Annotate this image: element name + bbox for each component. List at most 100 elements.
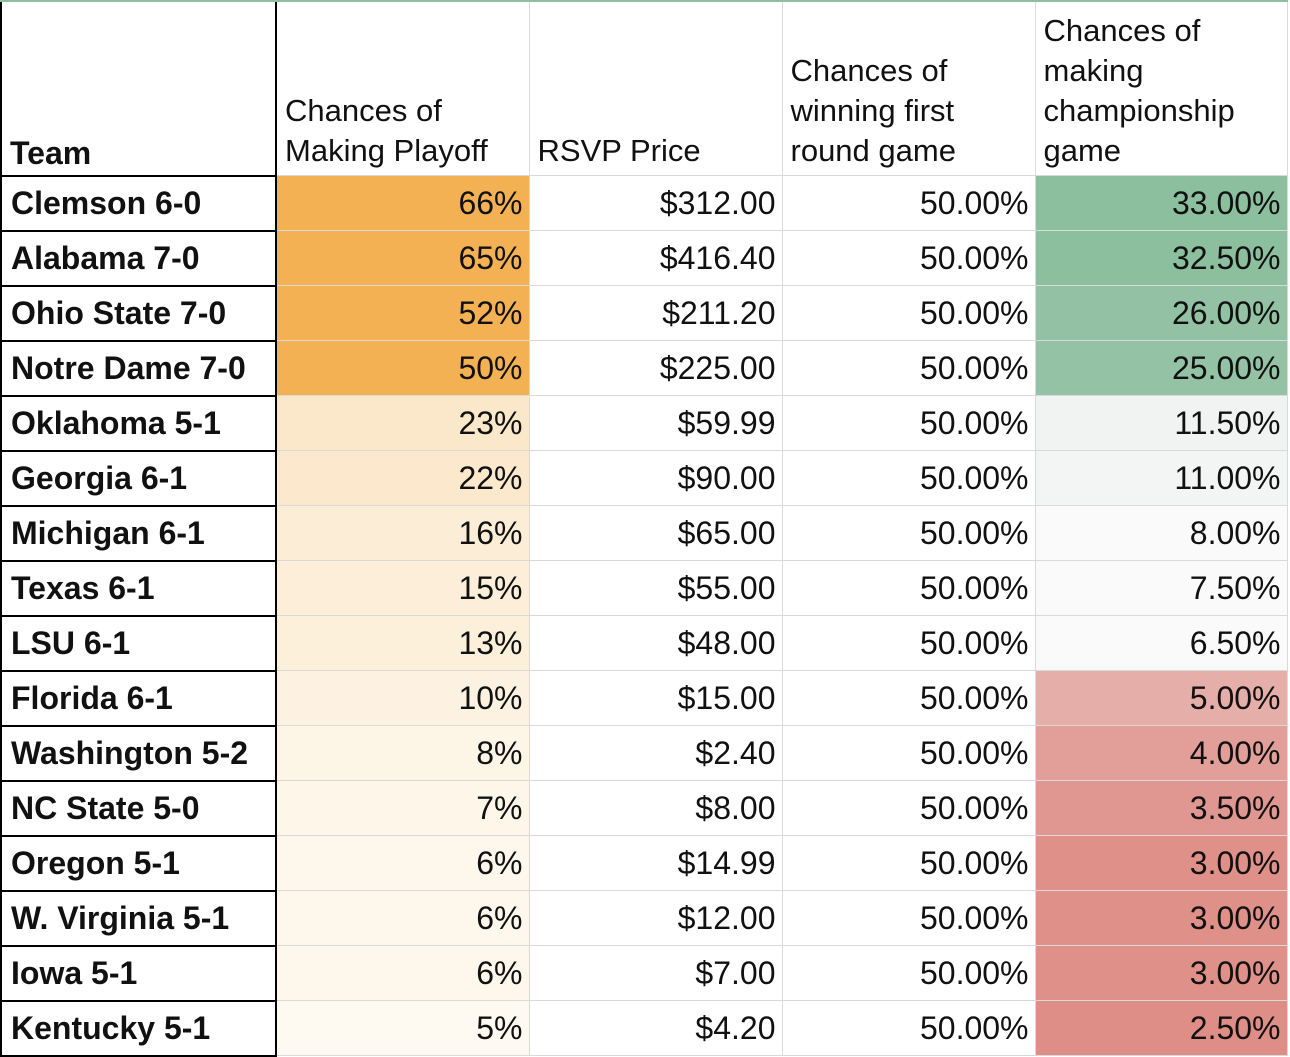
first-round-chance-cell[interactable]: 50.00%	[781, 505, 1036, 561]
playoff-chance-cell[interactable]: 16%	[275, 505, 530, 561]
playoff-chance-cell[interactable]: 6%	[275, 890, 530, 946]
table-row: NC State 5-0 7% $8.00 50.00% 3.50%	[0, 780, 1288, 837]
championship-chance-cell[interactable]: 11.50%	[1034, 395, 1288, 451]
team-cell[interactable]: Clemson 6-0	[0, 175, 277, 232]
team-cell[interactable]: Oklahoma 5-1	[0, 395, 277, 452]
rsvp-price-cell[interactable]: $4.20	[528, 1000, 783, 1056]
rsvp-price-cell[interactable]: $90.00	[528, 450, 783, 506]
team-cell[interactable]: Kentucky 5-1	[0, 1000, 277, 1057]
table-row: W. Virginia 5-1 6% $12.00 50.00% 3.00%	[0, 890, 1288, 947]
table-row: Georgia 6-1 22% $90.00 50.00% 11.00%	[0, 450, 1288, 507]
championship-chance-cell[interactable]: 7.50%	[1034, 560, 1288, 616]
first-round-chance-cell[interactable]: 50.00%	[781, 230, 1036, 286]
table-row: Florida 6-1 10% $15.00 50.00% 5.00%	[0, 670, 1288, 727]
team-cell[interactable]: Oregon 5-1	[0, 835, 277, 892]
playoff-chance-cell[interactable]: 8%	[275, 725, 530, 781]
rsvp-price-cell[interactable]: $15.00	[528, 670, 783, 726]
championship-chance-cell[interactable]: 4.00%	[1034, 725, 1288, 781]
team-cell[interactable]: Alabama 7-0	[0, 230, 277, 287]
header-playoff-chance[interactable]: Chances of Making Playoff	[275, 0, 530, 176]
team-cell[interactable]: LSU 6-1	[0, 615, 277, 672]
rsvp-price-cell[interactable]: $55.00	[528, 560, 783, 616]
table-row: Michigan 6-1 16% $65.00 50.00% 8.00%	[0, 505, 1288, 562]
team-cell[interactable]: W. Virginia 5-1	[0, 890, 277, 947]
table-row: Oregon 5-1 6% $14.99 50.00% 3.00%	[0, 835, 1288, 892]
team-cell[interactable]: Florida 6-1	[0, 670, 277, 727]
rsvp-price-cell[interactable]: $14.99	[528, 835, 783, 891]
championship-chance-cell[interactable]: 5.00%	[1034, 670, 1288, 726]
playoff-chance-cell[interactable]: 66%	[275, 175, 530, 231]
first-round-chance-cell[interactable]: 50.00%	[781, 890, 1036, 946]
team-cell[interactable]: Texas 6-1	[0, 560, 277, 617]
championship-chance-cell[interactable]: 3.50%	[1034, 780, 1288, 836]
first-round-chance-cell[interactable]: 50.00%	[781, 340, 1036, 396]
first-round-chance-cell[interactable]: 50.00%	[781, 450, 1036, 506]
first-round-chance-cell[interactable]: 50.00%	[781, 560, 1036, 616]
playoff-chance-cell[interactable]: 7%	[275, 780, 530, 836]
table-row: LSU 6-1 13% $48.00 50.00% 6.50%	[0, 615, 1288, 672]
championship-chance-cell[interactable]: 25.00%	[1034, 340, 1288, 396]
first-round-chance-cell[interactable]: 50.00%	[781, 395, 1036, 451]
playoff-chance-cell[interactable]: 6%	[275, 945, 530, 1001]
playoff-chance-cell[interactable]: 5%	[275, 1000, 530, 1056]
playoff-chance-cell[interactable]: 50%	[275, 340, 530, 396]
first-round-chance-cell[interactable]: 50.00%	[781, 285, 1036, 341]
header-row: Team Chances of Making Playoff RSVP Pric…	[0, 0, 1288, 177]
playoff-chance-cell[interactable]: 65%	[275, 230, 530, 286]
championship-chance-cell[interactable]: 8.00%	[1034, 505, 1288, 561]
rsvp-price-cell[interactable]: $312.00	[528, 175, 783, 231]
championship-chance-cell[interactable]: 26.00%	[1034, 285, 1288, 341]
rsvp-price-cell[interactable]: $8.00	[528, 780, 783, 836]
team-cell[interactable]: Iowa 5-1	[0, 945, 277, 1002]
rsvp-price-cell[interactable]: $416.40	[528, 230, 783, 286]
playoff-chance-cell[interactable]: 52%	[275, 285, 530, 341]
rsvp-price-cell[interactable]: $211.20	[528, 285, 783, 341]
rsvp-price-cell[interactable]: $59.99	[528, 395, 783, 451]
championship-chance-cell[interactable]: 3.00%	[1034, 890, 1288, 946]
first-round-chance-cell[interactable]: 50.00%	[781, 835, 1036, 891]
rsvp-price-cell[interactable]: $7.00	[528, 945, 783, 1001]
team-cell[interactable]: Ohio State 7-0	[0, 285, 277, 342]
rsvp-price-cell[interactable]: $225.00	[528, 340, 783, 396]
table-row: Washington 5-2 8% $2.40 50.00% 4.00%	[0, 725, 1288, 782]
team-cell[interactable]: Washington 5-2	[0, 725, 277, 782]
header-team[interactable]: Team	[0, 0, 277, 177]
table-body: Clemson 6-0 66% $312.00 50.00% 33.00% Alabama…	[0, 175, 1288, 1057]
team-cell[interactable]: Michigan 6-1	[0, 505, 277, 562]
rsvp-price-cell[interactable]: $12.00	[528, 890, 783, 946]
team-cell[interactable]: NC State 5-0	[0, 780, 277, 837]
table-row: Notre Dame 7-0 50% $225.00 50.00% 25.00%	[0, 340, 1288, 397]
playoff-chance-cell[interactable]: 22%	[275, 450, 530, 506]
championship-chance-cell[interactable]: 11.00%	[1034, 450, 1288, 506]
playoff-chance-cell[interactable]: 10%	[275, 670, 530, 726]
first-round-chance-cell[interactable]: 50.00%	[781, 615, 1036, 671]
first-round-chance-cell[interactable]: 50.00%	[781, 670, 1036, 726]
table-row: Clemson 6-0 66% $312.00 50.00% 33.00%	[0, 175, 1288, 232]
first-round-chance-cell[interactable]: 50.00%	[781, 780, 1036, 836]
top-border-line	[0, 0, 1288, 2]
team-cell[interactable]: Georgia 6-1	[0, 450, 277, 507]
rsvp-price-cell[interactable]: $65.00	[528, 505, 783, 561]
table-row: Oklahoma 5-1 23% $59.99 50.00% 11.50%	[0, 395, 1288, 452]
first-round-chance-cell[interactable]: 50.00%	[781, 725, 1036, 781]
header-first-round-chance[interactable]: Chances of winning first round game	[781, 0, 1036, 176]
playoff-chance-cell[interactable]: 15%	[275, 560, 530, 616]
first-round-chance-cell[interactable]: 50.00%	[781, 175, 1036, 231]
playoff-chance-cell[interactable]: 13%	[275, 615, 530, 671]
rsvp-price-cell[interactable]: $2.40	[528, 725, 783, 781]
playoff-chance-cell[interactable]: 6%	[275, 835, 530, 891]
championship-chance-cell[interactable]: 3.00%	[1034, 835, 1288, 891]
championship-chance-cell[interactable]: 3.00%	[1034, 945, 1288, 1001]
championship-chance-cell[interactable]: 32.50%	[1034, 230, 1288, 286]
first-round-chance-cell[interactable]: 50.00%	[781, 1000, 1036, 1056]
rsvp-price-cell[interactable]: $48.00	[528, 615, 783, 671]
first-round-chance-cell[interactable]: 50.00%	[781, 945, 1036, 1001]
header-rsvp-price[interactable]: RSVP Price	[528, 0, 783, 176]
championship-chance-cell[interactable]: 6.50%	[1034, 615, 1288, 671]
header-championship-chance[interactable]: Chances of making championship game	[1034, 0, 1288, 176]
championship-chance-cell[interactable]: 33.00%	[1034, 175, 1288, 231]
table-row: Kentucky 5-1 5% $4.20 50.00% 2.50%	[0, 1000, 1288, 1057]
championship-chance-cell[interactable]: 2.50%	[1034, 1000, 1288, 1056]
team-cell[interactable]: Notre Dame 7-0	[0, 340, 277, 397]
playoff-chance-cell[interactable]: 23%	[275, 395, 530, 451]
